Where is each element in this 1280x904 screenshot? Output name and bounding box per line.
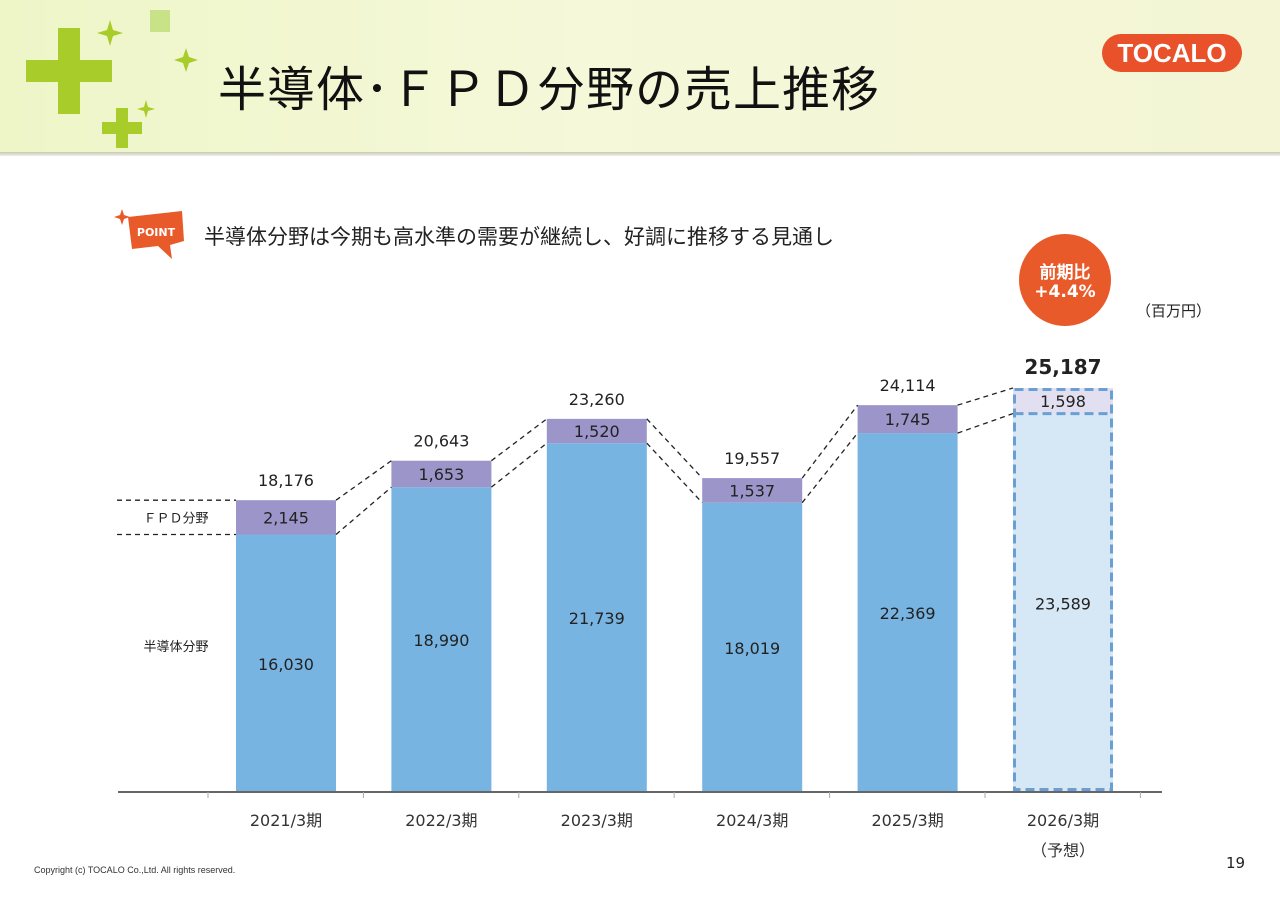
label-semiconductor: 22,369 [880, 604, 936, 623]
connector-line [335, 486, 392, 536]
bar-semiconductor [702, 502, 803, 791]
yoy-badge: 前期比 +4.4% [1019, 234, 1111, 326]
bar-fpd [236, 500, 336, 535]
header-divider [0, 152, 1280, 156]
bar-fpd [391, 460, 492, 488]
company-logo: TOCALO [1102, 34, 1242, 72]
bar-semiconductor [1013, 413, 1113, 791]
bar-fpd [857, 405, 958, 434]
header-band [0, 0, 1280, 152]
connector-line [957, 412, 1014, 434]
label-fpd: 2,145 [263, 508, 309, 527]
label-semiconductor: 21,739 [569, 609, 625, 628]
label-semiconductor: 16,030 [258, 655, 314, 674]
label-semiconductor: 23,589 [1035, 594, 1091, 613]
bar-semiconductor [546, 443, 647, 791]
bar-semiconductor [391, 487, 492, 791]
bar-semiconductor [236, 534, 336, 791]
bar-fpd [546, 418, 647, 444]
page-title: 半導体･ＦＰＤ分野の売上推移 [218, 62, 881, 118]
copyright: Copyright (c) TOCALO Co.,Ltd. All rights… [34, 865, 236, 875]
x-tick-label: 2021/3期 [250, 811, 322, 830]
label-fpd: 1,653 [418, 465, 464, 484]
series-label-semiconductor: 半導体分野 [143, 640, 208, 655]
connector-line [801, 404, 859, 479]
unit-label: （百万円） [1136, 302, 1212, 320]
x-tick-label: 2023/3期 [561, 811, 633, 830]
sparkle-decoration-icon [26, 0, 198, 148]
connector-line [646, 418, 703, 479]
badge-label: 前期比 [1039, 263, 1091, 283]
x-tick-label: 2024/3期 [716, 811, 788, 830]
x-tick-sublabel: （予想） [1031, 841, 1095, 860]
bar-semiconductor [857, 433, 958, 791]
label-total: 23,260 [569, 390, 625, 409]
x-tick-label: 2025/3期 [871, 811, 943, 830]
label-total: 19,557 [724, 449, 780, 468]
label-fpd: 1,745 [885, 410, 931, 429]
label-fpd: 1,520 [574, 422, 620, 441]
connector-line [490, 442, 548, 488]
connector-line [646, 442, 703, 504]
label-fpd: 1,598 [1040, 392, 1086, 411]
bar-fpd [702, 478, 803, 503]
x-tick-label: 2022/3期 [405, 811, 477, 830]
page-number: 19 [1226, 854, 1246, 872]
connector-line [801, 432, 859, 504]
label-total: 24,114 [880, 376, 936, 395]
label-fpd: 1,537 [729, 481, 775, 500]
series-label-fpd: ＦＰＤ分野 [143, 511, 208, 526]
connector-line [491, 418, 548, 462]
label-semiconductor: 18,990 [413, 631, 469, 650]
point-statement: 半導体分野は今期も高水準の需要が継続し、好調に推移する見通し [204, 225, 834, 249]
label-semiconductor: 18,019 [724, 639, 780, 658]
x-tick-label: 2026/3期 [1027, 811, 1099, 830]
point-label: POINT [137, 226, 176, 239]
forecast-outline [1013, 388, 1113, 791]
connector-line [335, 460, 392, 501]
label-total: 25,187 [1024, 355, 1101, 379]
badge-value: +4.4% [1034, 282, 1096, 302]
connector-line [957, 387, 1014, 406]
label-total: 18,176 [258, 471, 314, 490]
point-badge-icon: POINT [114, 209, 184, 259]
bar-fpd [1013, 388, 1113, 414]
label-total: 20,643 [413, 432, 469, 451]
